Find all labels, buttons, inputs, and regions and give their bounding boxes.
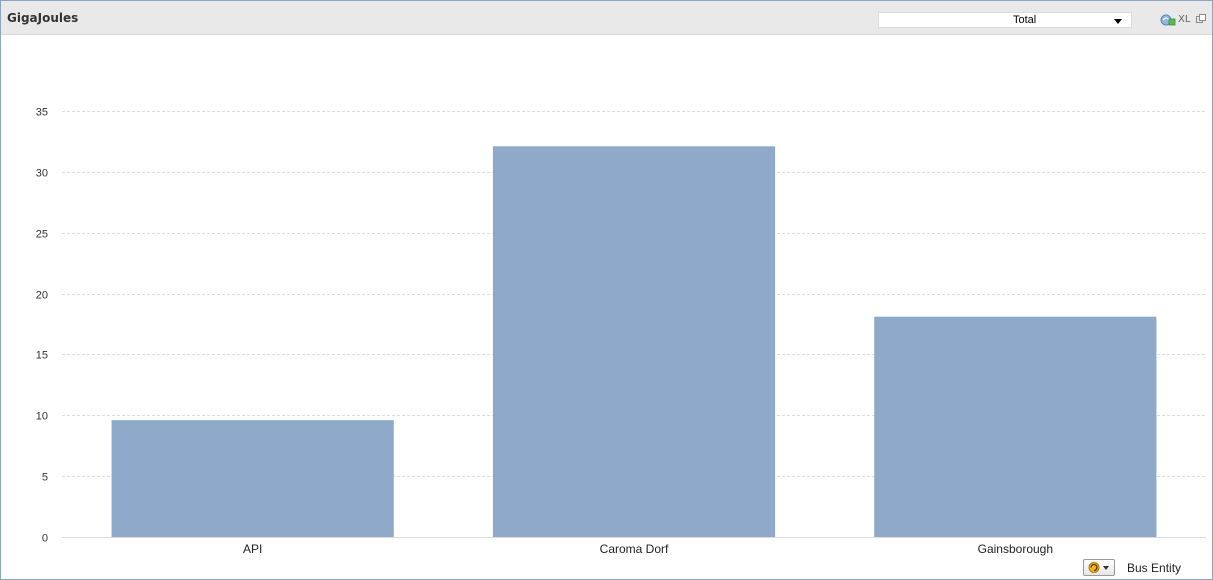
- bars: [111, 146, 1157, 537]
- bar-gainsborough[interactable]: [874, 316, 1157, 537]
- x-axis-categories: API Caroma Dorf Gainsborough: [243, 542, 1053, 556]
- selector-value: Total: [1013, 14, 1037, 26]
- category-label: Caroma Dorf: [600, 542, 669, 556]
- expression-selector[interactable]: Total: [878, 12, 1132, 28]
- dropdown-arrow-icon: [1114, 19, 1122, 24]
- cycle-group-icon: [1088, 562, 1109, 573]
- cycle-group-button[interactable]: [1083, 559, 1115, 576]
- bar-api[interactable]: [111, 420, 394, 537]
- excel-export-icon[interactable]: [1160, 12, 1176, 26]
- export-label[interactable]: XL: [1178, 13, 1191, 25]
- dimension-label: Bus Entity: [1127, 561, 1182, 575]
- caption-icons: XL: [1160, 11, 1207, 27]
- restore-window-icon[interactable]: [1196, 14, 1207, 24]
- y-axis-ticks: 0 5 10 15 20 25 30 35: [36, 107, 48, 545]
- y-tick-label: 10: [36, 411, 48, 423]
- y-tick-label: 20: [36, 290, 48, 302]
- category-label: Gainsborough: [978, 542, 1053, 556]
- y-tick-label: 0: [42, 533, 48, 545]
- chart-title: GigaJoules: [7, 11, 79, 25]
- y-tick-label: 25: [36, 229, 48, 241]
- caption-bar: GigaJoules Total XL: [1, 1, 1212, 35]
- y-tick-label: 35: [36, 107, 48, 119]
- y-tick-label: 30: [36, 168, 48, 180]
- y-tick-label: 5: [42, 472, 48, 484]
- category-label: API: [243, 542, 262, 556]
- bar-caroma-dorf[interactable]: [492, 146, 776, 537]
- y-tick-label: 15: [36, 350, 48, 362]
